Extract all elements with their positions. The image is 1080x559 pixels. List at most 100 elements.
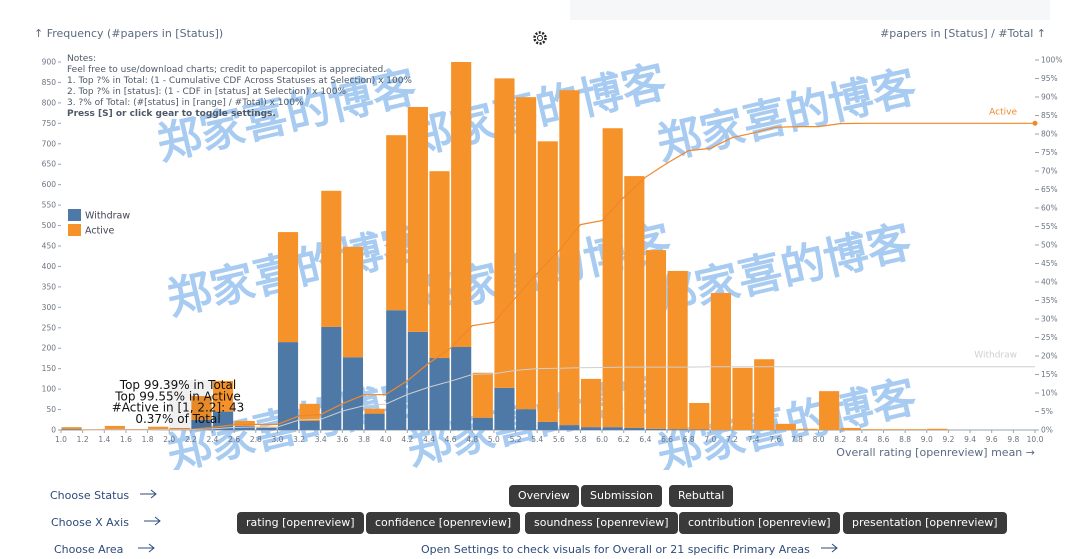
bar bbox=[624, 176, 645, 428]
link-text[interactable]: Open Settings to check visuals for Overa… bbox=[421, 543, 810, 556]
x-tick-label: 9.0 bbox=[921, 435, 933, 444]
bar bbox=[516, 409, 537, 430]
button[interactable]: Rebuttal bbox=[669, 485, 734, 507]
x-tick-label: 9.4 bbox=[964, 435, 976, 444]
bar bbox=[667, 429, 688, 430]
label: Choose Area bbox=[54, 543, 124, 556]
y-tick-label: 0 bbox=[51, 426, 56, 435]
x-tick-label: 1.0 bbox=[55, 435, 67, 444]
x-tick-label: 5.8 bbox=[574, 435, 586, 444]
x-tick-label: 8.4 bbox=[856, 435, 868, 444]
x-tick-label: 6.0 bbox=[596, 435, 608, 444]
y-tick-label: 550 bbox=[42, 201, 57, 210]
bar bbox=[862, 429, 883, 430]
y-tick-label: 350 bbox=[42, 282, 57, 291]
bar bbox=[516, 97, 537, 410]
bar bbox=[386, 135, 407, 311]
bar bbox=[277, 342, 299, 430]
x-tick-label: 4.4 bbox=[423, 435, 435, 444]
tooltip-hover-band bbox=[169, 380, 213, 430]
x-tick-label: 4.0 bbox=[380, 435, 392, 444]
x-tick-label: 6.4 bbox=[639, 435, 651, 444]
button[interactable]: soundness [openreview] bbox=[525, 512, 678, 534]
x-tick-label: 8.2 bbox=[834, 435, 846, 444]
x-tick-label: 9.6 bbox=[986, 435, 998, 444]
bar bbox=[905, 429, 926, 430]
button[interactable]: Submission bbox=[581, 485, 662, 507]
x-tick-label: 3.8 bbox=[358, 435, 370, 444]
x-tick-label: 3.4 bbox=[315, 435, 327, 444]
bar bbox=[451, 346, 472, 430]
x-tick-label: 3.2 bbox=[293, 435, 305, 444]
y-tick-label: 200 bbox=[42, 344, 57, 353]
label: Choose Status bbox=[50, 489, 130, 502]
bar bbox=[321, 190, 342, 327]
bar bbox=[407, 106, 428, 332]
x-tick-label: 9.2 bbox=[942, 435, 954, 444]
bar bbox=[927, 428, 948, 430]
button[interactable]: Overview bbox=[509, 485, 579, 507]
bar bbox=[213, 380, 234, 412]
note-line: 1. Top ?% in Total: (1 - Cumulative CDF … bbox=[67, 76, 412, 86]
y2-tick-label: 55% bbox=[1041, 222, 1058, 231]
top-strip bbox=[570, 0, 1050, 20]
y2-tick-label: 45% bbox=[1041, 259, 1058, 268]
bar bbox=[537, 421, 558, 430]
bar bbox=[256, 427, 277, 430]
bar bbox=[407, 331, 428, 430]
legend-label: Withdraw bbox=[85, 211, 130, 222]
y-tick-label: 800 bbox=[42, 98, 57, 107]
gear-icon[interactable] bbox=[533, 31, 547, 45]
settings-link[interactable]: Open Settings to check visuals for Overa… bbox=[421, 543, 838, 556]
bar bbox=[602, 427, 623, 430]
bar bbox=[148, 426, 169, 429]
button[interactable]: confidence [openreview] bbox=[366, 512, 521, 534]
note-line: Feel free to use/download charts; credit… bbox=[67, 65, 386, 75]
tooltip-line: Top 99.55% in Active bbox=[114, 389, 241, 403]
bar bbox=[883, 429, 905, 430]
button[interactable]: presentation [openreview] bbox=[843, 512, 1007, 534]
bar bbox=[451, 62, 472, 347]
x-axis-label: Overall rating [openreview] mean → bbox=[836, 446, 1035, 459]
bar bbox=[191, 419, 212, 430]
x-tick-label: 2.8 bbox=[250, 435, 262, 444]
button[interactable]: rating [openreview] bbox=[237, 512, 364, 534]
bar bbox=[321, 326, 342, 430]
control-label: Choose X Axis bbox=[51, 516, 161, 529]
y-tick-label: 750 bbox=[42, 119, 57, 128]
line-label: Withdraw bbox=[974, 351, 1017, 361]
y-tick-label: 450 bbox=[42, 242, 57, 251]
bar bbox=[342, 357, 364, 430]
y-tick-label: 900 bbox=[42, 58, 57, 67]
x-tick-label: 9.8 bbox=[1007, 435, 1019, 444]
bar bbox=[754, 359, 775, 430]
y-tick-label: 250 bbox=[42, 323, 57, 332]
x-tick-label: 1.4 bbox=[98, 435, 110, 444]
y-tick-label: 150 bbox=[42, 364, 57, 373]
button[interactable]: contribution [openreview] bbox=[679, 512, 840, 534]
bar bbox=[299, 403, 320, 422]
bar bbox=[559, 90, 580, 426]
x-tick-label: 6.2 bbox=[618, 435, 630, 444]
y-tick-label: 700 bbox=[42, 139, 57, 148]
y-tick-label: 650 bbox=[42, 160, 57, 169]
y2-tick-label: 60% bbox=[1041, 204, 1058, 213]
y2-tick-label: 35% bbox=[1041, 296, 1058, 305]
y-tick-label: 500 bbox=[42, 221, 57, 230]
bar bbox=[840, 427, 861, 430]
x-tick-label: 1.6 bbox=[120, 435, 132, 444]
y2-tick-label: 0% bbox=[1041, 426, 1053, 435]
note-line: Notes: bbox=[67, 54, 96, 64]
bar bbox=[667, 270, 688, 430]
x-tick-label: 6.8 bbox=[683, 435, 695, 444]
bar bbox=[429, 171, 450, 359]
bar bbox=[559, 425, 580, 430]
y-tick-label: 600 bbox=[42, 180, 57, 189]
bar bbox=[429, 358, 450, 430]
y2-tick-label: 30% bbox=[1041, 315, 1058, 324]
x-tick-label: 7.4 bbox=[748, 435, 760, 444]
cdf-end-dot bbox=[1032, 120, 1038, 126]
control-label: Choose Status bbox=[50, 489, 157, 502]
x-tick-label: 8.8 bbox=[899, 435, 911, 444]
